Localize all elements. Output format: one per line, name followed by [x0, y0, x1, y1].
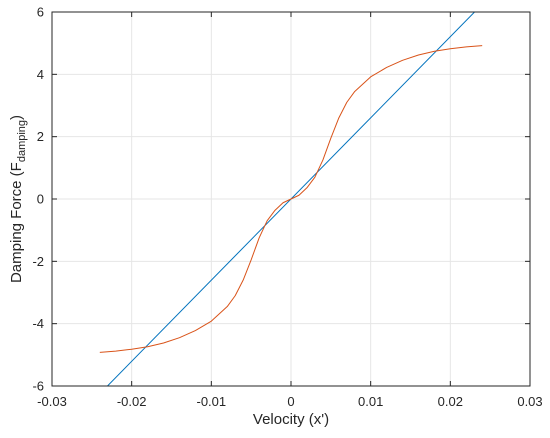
- x-tick-label: -0.01: [197, 394, 227, 409]
- x-tick-label: -0.03: [37, 394, 67, 409]
- y-tick-label: -4: [32, 316, 44, 331]
- y-tick-label: 6: [37, 5, 44, 20]
- tick-labels: -0.03 -0.02 -0.01 0 0.01 0.02 0.03 -6 -4 -2 0 2 4 6: [32, 5, 542, 410]
- y-tick-label: -2: [32, 254, 44, 269]
- y-tick-label: -6: [32, 379, 44, 394]
- x-tick-label: 0.03: [517, 394, 542, 409]
- series-group: [99, 12, 483, 386]
- x-tick-label: -0.02: [117, 394, 147, 409]
- y-axis-label-subscript: damping: [16, 120, 28, 162]
- x-tick-label: 0.01: [358, 394, 383, 409]
- y-axis-label-end: ): [8, 115, 25, 120]
- x-tick-label: 0: [287, 394, 294, 409]
- x-tick-label: 0.02: [438, 394, 463, 409]
- series-line-2: [99, 45, 483, 353]
- y-axis-label-main: Damping Force (F: [8, 162, 25, 283]
- y-axis-label: Damping Force (Fdamping): [8, 115, 28, 283]
- y-tick-label: 2: [37, 129, 44, 144]
- y-tick-label: 4: [37, 67, 44, 82]
- axis-ticks: [51, 11, 531, 387]
- y-tick-label: 0: [37, 192, 44, 207]
- x-axis-label: Velocity (x'): [253, 411, 329, 428]
